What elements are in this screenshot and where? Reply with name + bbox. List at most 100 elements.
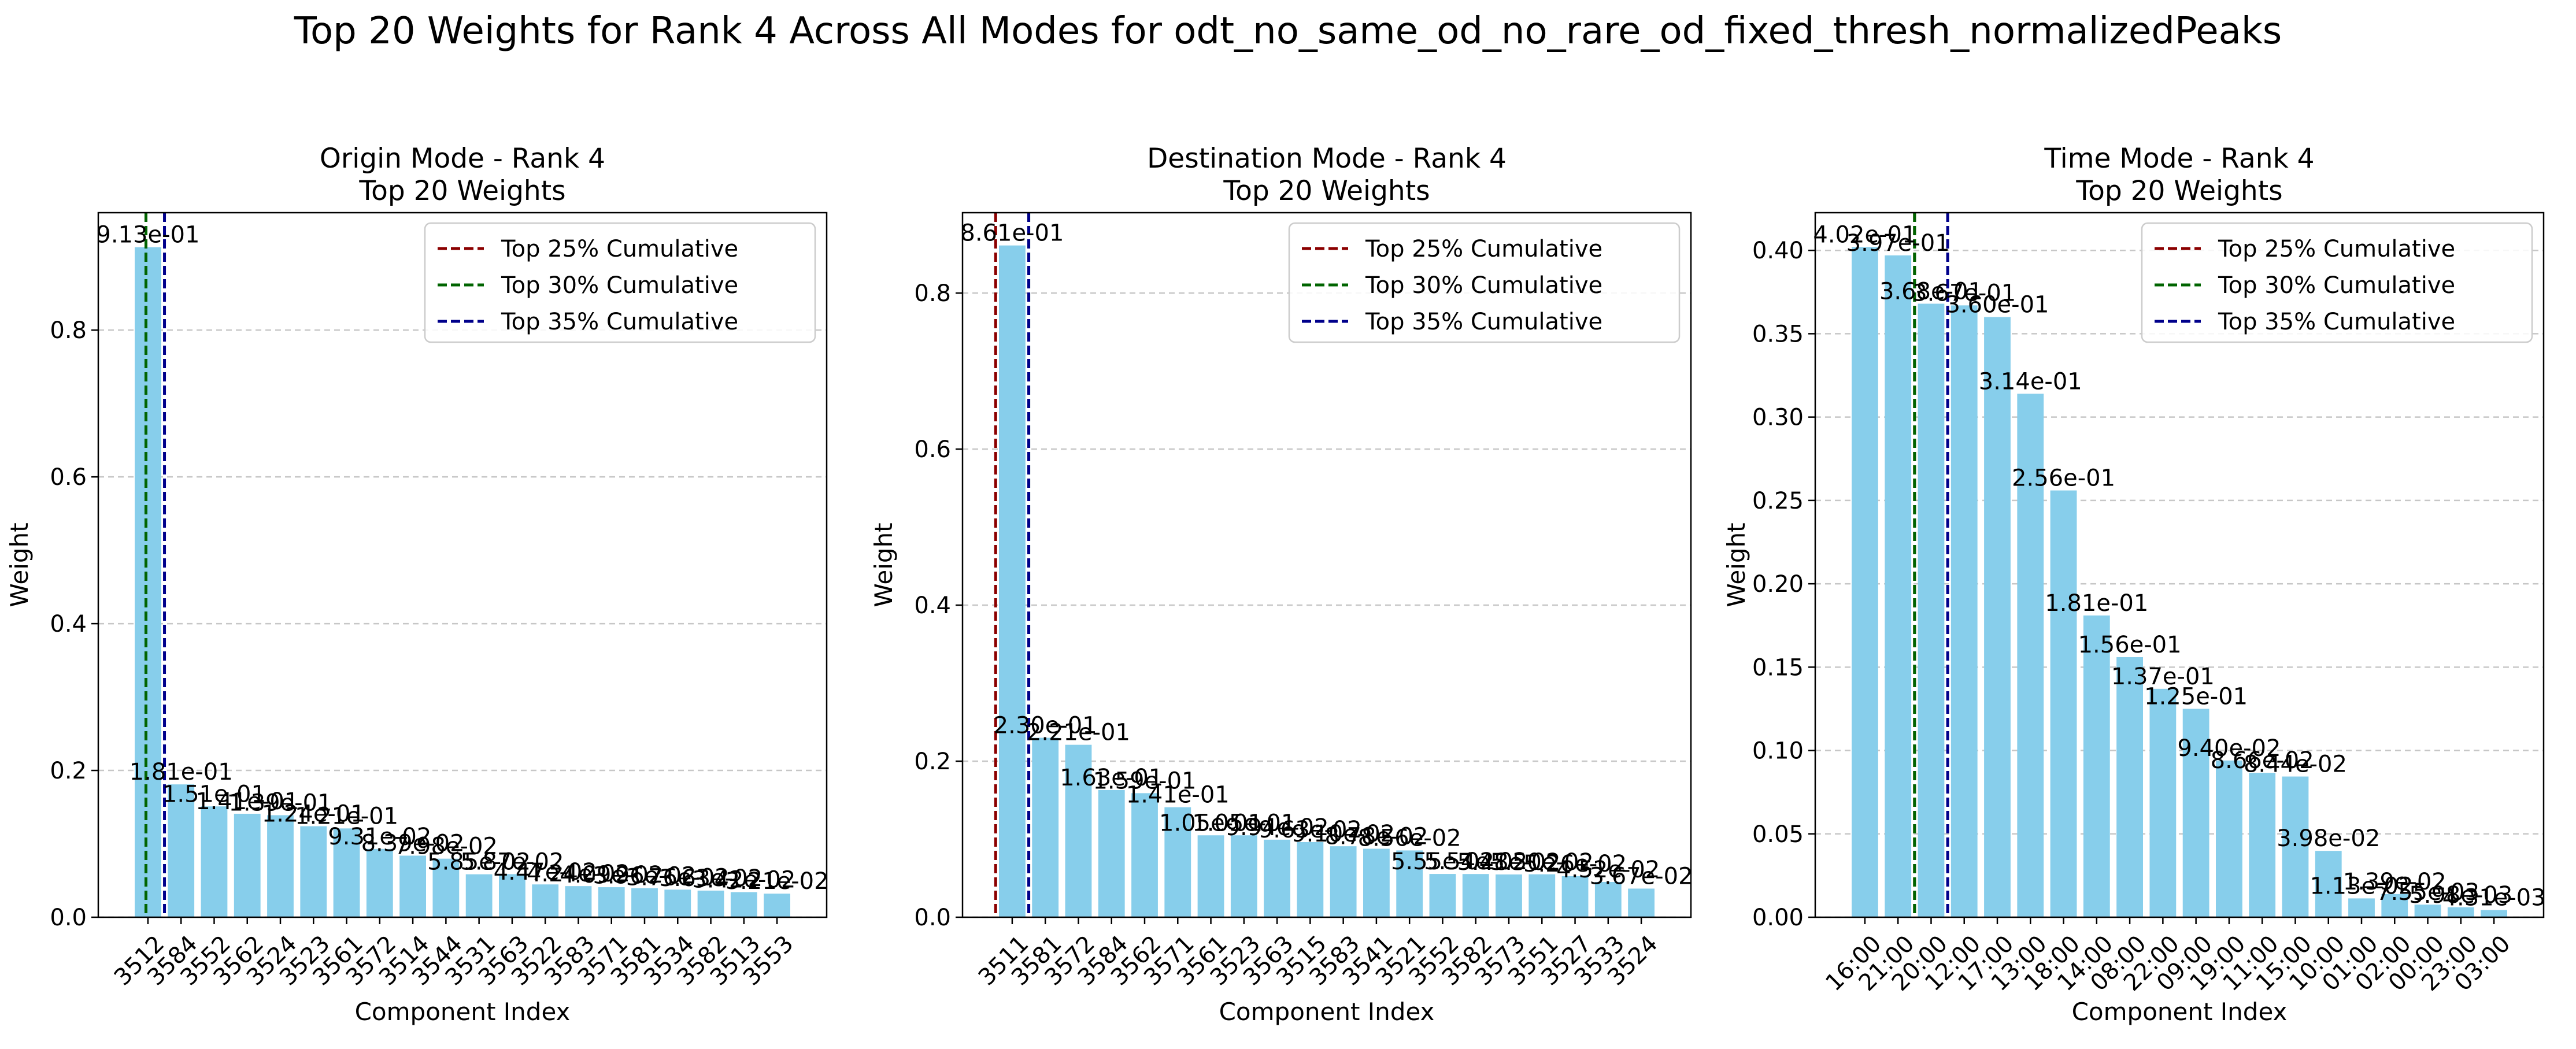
bar	[598, 887, 625, 917]
bar	[267, 815, 294, 917]
bar	[1396, 850, 1423, 917]
x-axis-label: Component Index	[2072, 998, 2288, 1026]
bar	[730, 892, 757, 917]
bar	[1230, 835, 1257, 917]
y-tick-label: 0.6	[50, 464, 87, 491]
data-label: 5.87e-02	[460, 848, 564, 875]
data-label: 4.09e-02	[560, 862, 663, 888]
bar	[697, 890, 724, 917]
data-label: 9.40e-02	[2177, 735, 2281, 762]
bar	[1098, 789, 1125, 917]
data-label: 9.63e-02	[1259, 817, 1362, 843]
bar	[565, 886, 592, 917]
bar	[2381, 894, 2408, 917]
data-label: 1.25e-01	[2144, 683, 2248, 710]
bar	[1032, 737, 1059, 917]
bar	[432, 858, 460, 917]
figure-suptitle: Top 20 Weights for Rank 4 Across All Mod…	[294, 10, 2282, 53]
bar	[201, 806, 228, 917]
legend-label: Top 30% Cumulative	[501, 272, 738, 299]
data-label: 1.56e-01	[2078, 632, 2182, 658]
data-label: 1.39e-02	[2343, 869, 2447, 895]
bar	[333, 828, 360, 917]
legend-label: Top 25% Cumulative	[501, 236, 738, 262]
data-label: 3.14e-01	[1979, 368, 2082, 395]
bar	[499, 874, 525, 917]
y-tick-label: 0.10	[1752, 738, 1804, 765]
data-label: 3.68e-01	[1879, 278, 1983, 305]
data-label: 4.31e-03	[2442, 885, 2546, 911]
data-label: 5.54e-02	[1424, 848, 1527, 875]
y-tick-label: 0.35	[1752, 321, 1804, 347]
bar	[1429, 874, 1456, 917]
bar	[2447, 907, 2474, 917]
data-label: 5.26e-02	[1523, 851, 1627, 877]
bar	[1918, 303, 1945, 917]
x-axis-label: Component Index	[1219, 998, 1435, 1026]
y-axis-label: Weight	[1722, 522, 1750, 607]
legend-label: Top 35% Cumulative	[501, 309, 738, 335]
data-label: 4.52e-02	[1556, 857, 1660, 883]
y-tick-label: 0.8	[914, 280, 951, 307]
chart-panel-3: 4.02e-013.97e-01 3.68e-013.67e-013.60e-01…	[1722, 143, 2546, 1026]
bar	[1594, 881, 1622, 917]
bar	[2481, 910, 2507, 917]
bar	[1628, 888, 1655, 917]
data-label: 5.98e-03	[2409, 882, 2512, 909]
data-label: 1.13e-02	[2309, 873, 2413, 899]
bar	[1984, 317, 2011, 917]
legend-label: Top 35% Cumulative	[2218, 309, 2455, 335]
panel-title-line: Top 20 Weights	[2075, 175, 2282, 207]
data-label: 1.59e-01	[1093, 768, 1196, 794]
y-axis-label: Weight	[5, 522, 34, 607]
data-label: 3.98e-02	[2277, 825, 2380, 852]
panel-title-line: Destination Mode - Rank 4	[1147, 143, 1507, 175]
bar	[2249, 773, 2276, 917]
data-label: 1.81e-01	[2045, 590, 2148, 617]
bar	[2017, 394, 2044, 917]
bar	[1330, 846, 1357, 917]
bar	[366, 848, 393, 917]
bar	[999, 245, 1026, 918]
legend: Top 25% Cumulative Top 30% Cumulative Top …	[2141, 222, 2533, 343]
data-label: 5.55e-02	[1391, 848, 1494, 875]
data-label: 2.30e-01	[994, 713, 1097, 739]
bar	[2315, 851, 2342, 917]
y-tick-label: 0.2	[50, 758, 87, 784]
data-label: 2.56e-01	[2012, 465, 2115, 492]
data-label: 8.61e-01	[960, 220, 1064, 247]
legend-label: Top 25% Cumulative	[1365, 236, 1602, 262]
data-label: 9.10e-02	[1291, 821, 1395, 847]
bar	[1131, 793, 1158, 917]
bar	[168, 784, 195, 917]
axes-frame	[961, 212, 1692, 918]
bar	[664, 889, 691, 917]
panel-title-line: Top 20 Weights	[358, 175, 565, 207]
bar	[465, 874, 493, 917]
y-tick-label: 0.0	[50, 905, 87, 931]
bar	[2348, 898, 2375, 917]
data-label: 1.39e-01	[228, 789, 332, 816]
y-tick-label: 0.25	[1752, 488, 1804, 514]
data-label: 1.63e-01	[1060, 765, 1163, 791]
bar	[1496, 874, 1522, 917]
data-label: 1.41e-01	[195, 788, 299, 815]
panel-title-line: Top 20 Weights	[1223, 175, 1430, 207]
bar	[1197, 835, 1224, 917]
y-tick-label: 0.6	[914, 436, 951, 463]
y-tick-label: 0.30	[1752, 405, 1804, 431]
y-tick-label: 0.20	[1752, 571, 1804, 598]
data-label: 3.60e-01	[1945, 292, 2049, 318]
legend-label: Top 30% Cumulative	[1365, 272, 1602, 299]
legend: Top 25% Cumulative Top 30% Cumulative Top …	[424, 222, 816, 343]
data-label: 9.94e-02	[1226, 814, 1329, 841]
data-label: 8.39e-02	[361, 830, 465, 857]
data-label: 3.96e-02	[593, 863, 696, 889]
data-label: 7.55e-03	[2376, 879, 2479, 906]
legend-box	[1288, 222, 1681, 343]
bar	[1297, 842, 1324, 917]
x-axis-label: Component Index	[355, 998, 571, 1026]
data-label: 1.05e-01	[1192, 810, 1296, 836]
y-tick-label: 0.40	[1752, 238, 1804, 264]
